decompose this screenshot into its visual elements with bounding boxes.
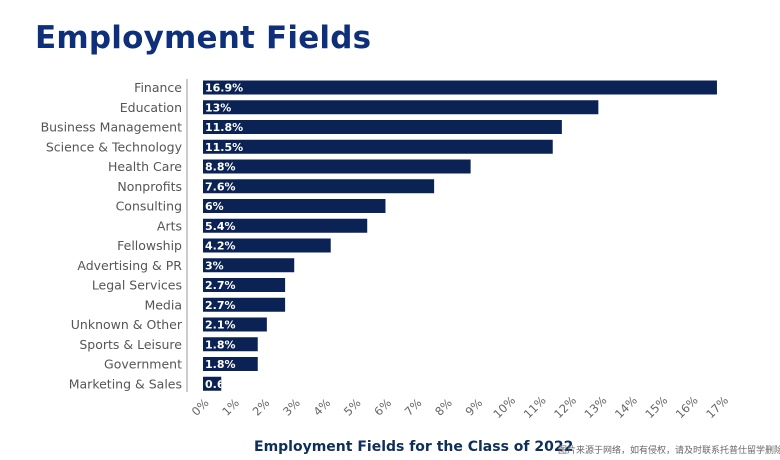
- bars-group: 16.9% 13% 11.8% 11.5% 8.8% 7.6% 6% 5.4% 4.2% 3% 2.…: [203, 80, 717, 391]
- bar: [203, 297, 286, 312]
- bar-value-label: 11.8%: [205, 121, 243, 134]
- bar-value-label: 0.6%: [205, 378, 236, 391]
- bar: [203, 80, 717, 95]
- category-label: Marketing & Sales: [69, 376, 182, 391]
- category-label: Consulting: [116, 199, 182, 214]
- category-label: Finance: [134, 80, 182, 95]
- bar: [203, 278, 286, 292]
- x-tick-label: 10%: [490, 393, 518, 421]
- bar: [203, 100, 599, 115]
- bar-value-label: 8.8%: [205, 161, 236, 174]
- x-tick-label: 15%: [642, 393, 670, 421]
- bar-value-label: 11.5%: [205, 141, 243, 154]
- bar: [203, 120, 562, 134]
- x-tick-label: 16%: [673, 393, 701, 421]
- bar-value-label: 2.7%: [205, 299, 236, 312]
- category-label: Nonprofits: [117, 179, 182, 194]
- category-label: Education: [120, 100, 182, 115]
- x-tick-label: 9%: [462, 396, 485, 419]
- x-tick-label: 4%: [310, 396, 333, 419]
- bar-value-label: 5.4%: [205, 220, 236, 233]
- bar: [203, 376, 222, 391]
- bar: [203, 139, 553, 154]
- bar: [203, 238, 331, 253]
- x-tick-label: 7%: [402, 396, 425, 419]
- x-tick-label: 1%: [219, 396, 242, 419]
- category-label: Media: [144, 297, 182, 312]
- x-tick-label: 17%: [703, 393, 731, 421]
- x-tick-label: 3%: [280, 396, 303, 419]
- x-tick-label: 14%: [612, 393, 640, 421]
- bar: [203, 258, 295, 273]
- bar-value-label: 16.9%: [205, 82, 243, 95]
- bar-value-label: 6%: [205, 200, 224, 213]
- bar: [203, 337, 258, 352]
- bar-value-label: 13%: [205, 101, 231, 114]
- x-tick-label: 2%: [250, 396, 273, 419]
- category-label: Health Care: [108, 159, 182, 174]
- category-label: Unknown & Other: [71, 317, 183, 332]
- x-tick-label: 6%: [371, 396, 394, 419]
- bar-value-label: 3%: [205, 259, 224, 272]
- chart-caption: Employment Fields for the Class of 2022: [254, 439, 574, 455]
- category-labels: Finance Education Business Management Scien…: [41, 80, 183, 391]
- bar: [203, 199, 386, 213]
- category-label: Fellowship: [117, 238, 182, 253]
- category-label: Sports & Leisure: [79, 337, 182, 352]
- page-title: Employment Fields: [35, 20, 372, 56]
- bar-value-label: 2.7%: [205, 279, 236, 292]
- bar: [203, 179, 435, 194]
- bar: [203, 357, 258, 371]
- x-tick-label: 0%: [189, 396, 212, 419]
- x-tick-label: 13%: [582, 393, 610, 421]
- bar: [203, 218, 368, 233]
- x-tick-label: 11%: [521, 393, 549, 421]
- category-label: Business Management: [41, 120, 183, 135]
- bar-value-label: 2.1%: [205, 319, 236, 332]
- bar: [203, 159, 471, 174]
- x-tick-label: 5%: [341, 396, 364, 419]
- category-label: Legal Services: [92, 278, 182, 293]
- category-label: Advertising & PR: [77, 258, 182, 273]
- bar-value-label: 1.8%: [205, 358, 236, 371]
- category-label: Arts: [157, 218, 182, 233]
- watermark-text: 图片来源于网络，如有侵权，请及时联系托普仕留学删除: [558, 446, 780, 456]
- category-label: Government: [104, 357, 182, 372]
- bar-value-label: 4.2%: [205, 240, 236, 253]
- category-label: Science & Technology: [46, 139, 183, 154]
- x-axis-ticks: 0% 1% 2% 3% 4% 5% 6% 7% 8% 9% 10% 11% 12% 13% 14% 15% 16…: [189, 393, 731, 421]
- bar-value-label: 7.6%: [205, 180, 236, 193]
- bar: [203, 317, 267, 332]
- x-tick-label: 8%: [432, 396, 455, 419]
- bar-value-label: 1.8%: [205, 338, 236, 351]
- x-tick-label: 12%: [551, 393, 579, 421]
